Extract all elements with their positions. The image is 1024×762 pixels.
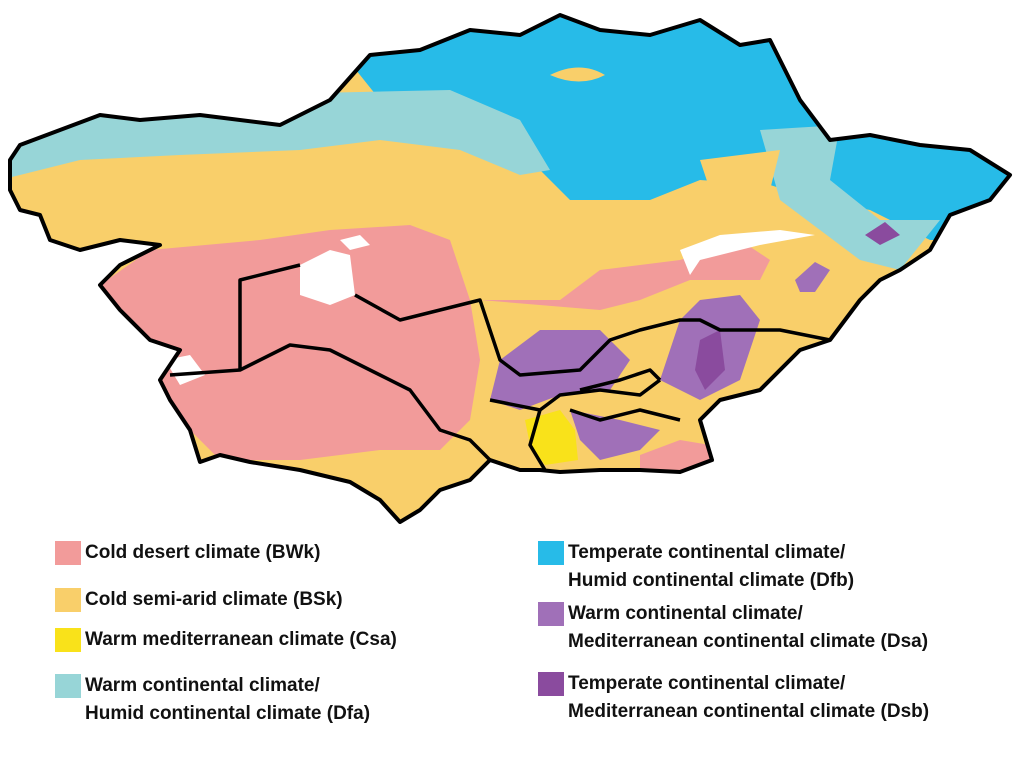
legend-swatch (55, 588, 81, 612)
caspian-bay (165, 355, 205, 385)
semi-arid-patch-north (550, 67, 605, 82)
climate-regions (10, 15, 1010, 522)
dsa-region-northeast (795, 262, 830, 292)
legend-label: Cold desert climate (BWk) (85, 542, 320, 563)
cold-desert-region (100, 225, 480, 460)
aral-sea (300, 250, 355, 305)
legend-swatch (55, 628, 81, 652)
semi-arid-patch (700, 150, 780, 190)
legend-label: Temperate continental climate/ (568, 542, 846, 563)
legend-swatch (538, 541, 564, 565)
legend-label: Humid continental climate (Dfb) (568, 570, 854, 591)
legend-swatch (55, 674, 81, 698)
cold-desert-region-south (640, 440, 712, 472)
dsb-region-east (865, 222, 900, 245)
legend-swatch (538, 602, 564, 626)
legend-swatch (538, 672, 564, 696)
legend-label: Humid continental climate (Dfa) (85, 703, 370, 724)
legend-label: Warm continental climate/ (568, 603, 803, 624)
dsa-region-south (570, 410, 660, 460)
legend-label: Temperate continental climate/ (568, 673, 846, 694)
legend: Cold desert climate (BWk) Cold semi-arid … (55, 541, 929, 724)
legend-label: Cold semi-arid climate (BSk) (85, 589, 343, 610)
dsb-region (695, 330, 725, 390)
balkhash-lake (680, 230, 815, 275)
country-borders (169, 263, 831, 471)
csa-region (525, 410, 578, 465)
legend-label: Mediterranean continental climate (Dsb) (568, 701, 929, 722)
legend-label: Warm continental climate/ (85, 675, 320, 696)
legend-label: Warm mediterranean climate (Csa) (85, 629, 397, 650)
lake (340, 235, 370, 250)
legend-swatch (55, 541, 81, 565)
legend-label: Mediterranean continental climate (Dsa) (568, 631, 928, 652)
region-outline (8, 13, 1012, 524)
